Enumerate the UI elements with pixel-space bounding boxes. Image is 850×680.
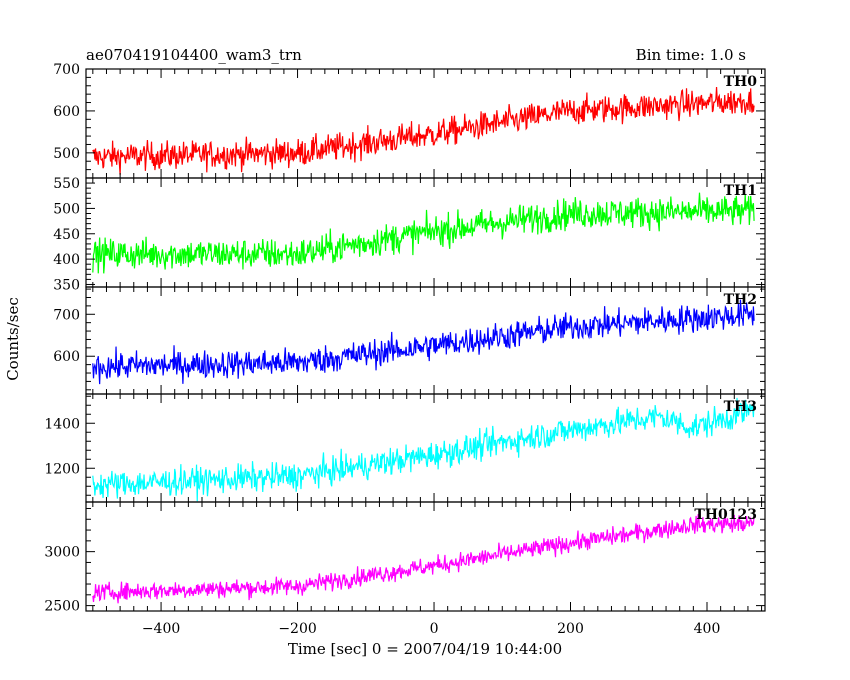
y-tick-label: 700 (53, 62, 80, 78)
x-tick-label: −200 (278, 621, 316, 637)
y-axis-label: Counts/sec (4, 297, 22, 381)
y-tick-label: 3000 (44, 545, 80, 561)
panel-th0: 500 600 700 TH0 (53, 62, 766, 179)
series-th3 (92, 397, 755, 502)
x-tick-label: 200 (557, 621, 584, 637)
panels: 500 600 700 TH0 350 400 450 500 550 TH1 600 700 TH2 1… (44, 62, 766, 637)
chart-title: ae070419104400_wam3_trn (86, 46, 302, 64)
y-tick-label: 500 (53, 201, 80, 217)
x-tick-label: −400 (142, 621, 180, 637)
y-tick-label: 1200 (44, 461, 80, 477)
y-tick-label: 600 (53, 349, 80, 365)
series-th1 (92, 192, 755, 274)
x-tick-label: 400 (694, 621, 721, 637)
y-tick-label: 600 (53, 104, 80, 120)
panel-th0123: 2500 3000 TH0123 (44, 501, 766, 615)
y-tick-label: 2500 (44, 599, 80, 615)
bin-time-label: Bin time: 1.0 s (636, 46, 746, 64)
y-tick-label: 500 (53, 146, 80, 162)
panel-th3: 1200 1400 TH3 (44, 393, 766, 503)
panel-label: TH1 (724, 183, 757, 199)
x-tick-label: 0 (430, 621, 439, 637)
panel-frame (85, 501, 766, 612)
series-th0 (92, 87, 755, 175)
y-tick-label: 400 (53, 252, 80, 268)
y-tick-label: 550 (53, 176, 80, 192)
y-tick-label: 700 (53, 307, 80, 323)
y-tick-label: 350 (53, 277, 80, 293)
panel-label: TH2 (724, 292, 757, 308)
series-th0123 (92, 513, 755, 604)
panel-label: TH0123 (694, 507, 757, 523)
y-tick-label: 1400 (44, 416, 80, 432)
panel-label: TH3 (724, 399, 757, 415)
panel-label: TH0 (724, 74, 758, 90)
series-th2 (92, 299, 755, 385)
y-tick-label: 450 (53, 227, 80, 243)
x-axis-label: Time [sec] 0 = 2007/04/19 10:44:00 (288, 640, 562, 658)
panel-th2: 600 700 TH2 (53, 286, 766, 395)
panel-th1: 350 400 450 500 550 TH1 (53, 176, 766, 293)
